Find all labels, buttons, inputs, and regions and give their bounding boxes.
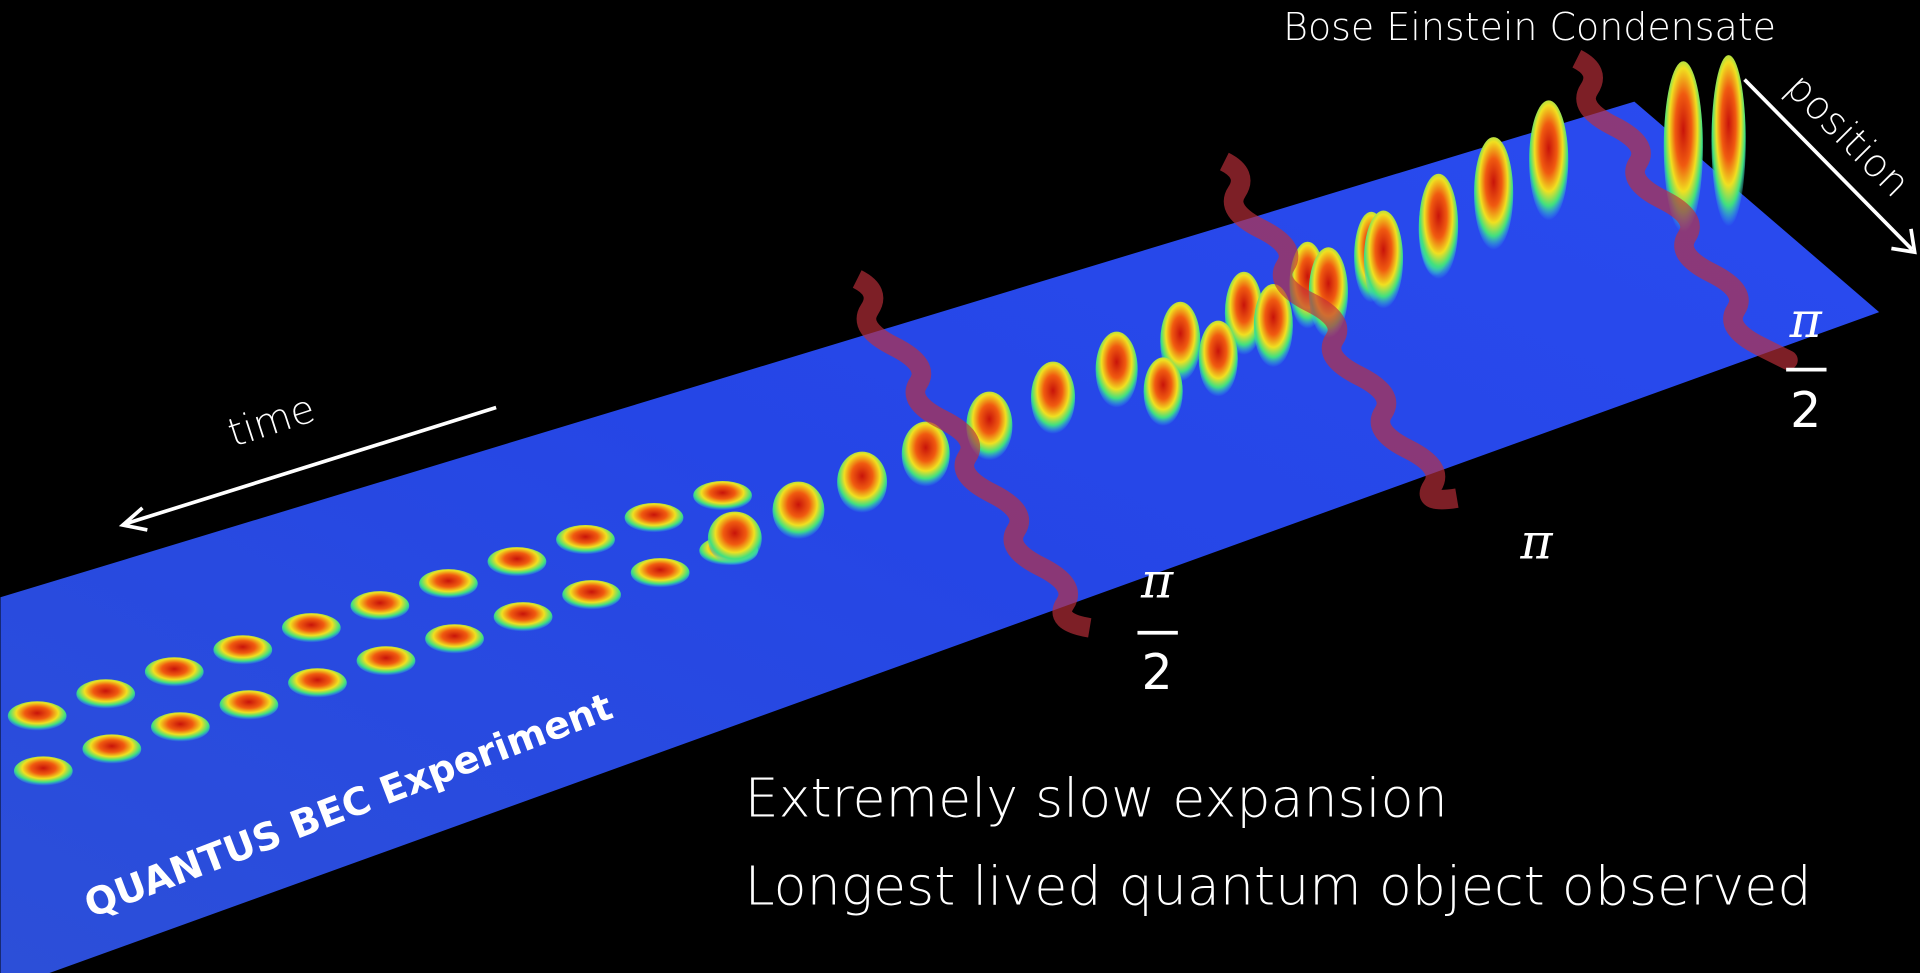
position-arrowhead <box>1891 228 1917 255</box>
laser-pulses <box>852 49 1798 638</box>
peak <box>288 668 347 698</box>
peak <box>281 613 341 643</box>
peak <box>144 657 204 687</box>
pulse-numerator: π <box>1789 292 1823 349</box>
peak <box>350 591 410 621</box>
peak <box>556 525 615 555</box>
peak <box>419 569 478 599</box>
peak <box>151 712 210 742</box>
peak <box>76 679 136 709</box>
peak <box>82 734 142 764</box>
peak <box>356 646 416 676</box>
pulse-band <box>1572 49 1798 370</box>
pulse-label: π <box>1519 513 1553 570</box>
peak <box>1711 55 1746 227</box>
peak <box>1095 331 1138 408</box>
pulse-denominator: 2 <box>1790 382 1821 439</box>
peak <box>1529 100 1569 221</box>
condensate-label: Bose Einstein Condensate <box>1283 5 1776 49</box>
bullet: Longest lived quantum object observed <box>745 855 1812 918</box>
pulse-denominator: 2 <box>1141 644 1172 701</box>
peak <box>493 602 553 632</box>
position-arrow <box>1743 78 1914 251</box>
peak <box>13 756 73 786</box>
peak <box>7 701 67 731</box>
peak <box>707 511 762 566</box>
peak <box>1663 61 1703 233</box>
peak <box>630 558 690 588</box>
condensate-peaks <box>7 55 1746 786</box>
peak <box>425 624 484 654</box>
peak <box>1363 210 1404 309</box>
peak <box>624 503 684 533</box>
bullet: Extremely slow expansion <box>745 766 1448 829</box>
peak <box>772 481 825 540</box>
peak <box>1253 283 1293 368</box>
peak <box>487 547 547 577</box>
peak <box>1474 137 1514 250</box>
peak <box>1418 173 1459 280</box>
peak <box>837 451 888 513</box>
peak <box>1198 320 1238 397</box>
peak <box>1143 357 1183 426</box>
peak <box>562 580 621 610</box>
pulse-numerator: π <box>1140 553 1174 610</box>
measurement-strip <box>0 101 1880 973</box>
peak <box>901 421 950 487</box>
pulse-band <box>1219 152 1459 510</box>
peak <box>219 690 279 720</box>
pulse-band <box>852 270 1092 638</box>
peak <box>213 635 273 665</box>
peak <box>1224 271 1264 355</box>
time-arrow <box>124 405 497 526</box>
peak <box>1030 361 1076 434</box>
peak <box>693 480 752 511</box>
time-arrowhead <box>118 506 148 532</box>
